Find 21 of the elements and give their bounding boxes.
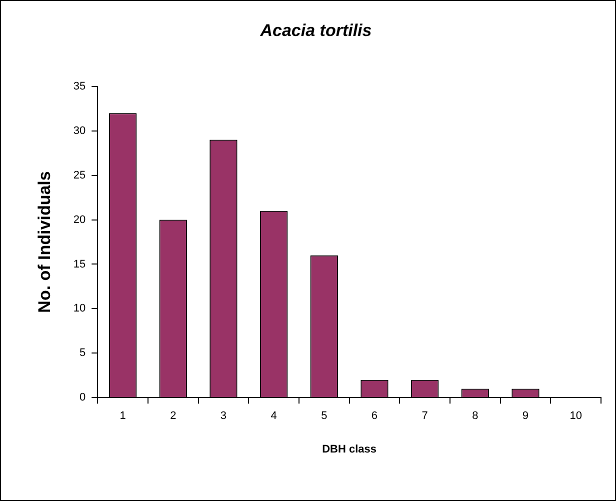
x-tick-label: 2 xyxy=(170,410,176,422)
y-tick-label: 10 xyxy=(73,302,86,315)
x-tick-label: 1 xyxy=(120,410,126,422)
y-tick-label: 25 xyxy=(73,169,86,182)
y-tick-label: 35 xyxy=(73,80,86,92)
x-tick-label: 4 xyxy=(270,410,277,422)
y-tick-label: 15 xyxy=(73,258,86,270)
x-tick-label: 6 xyxy=(371,410,378,422)
x-tick-label: 9 xyxy=(522,410,529,422)
y-tick-label: 20 xyxy=(73,214,86,226)
x-tick-label: 5 xyxy=(321,410,328,422)
chart-title: Acacia tortilis xyxy=(259,20,372,40)
x-tick-label: 8 xyxy=(472,410,478,422)
y-axis-title: No. of Individuals xyxy=(34,171,54,313)
x-tick-label: 3 xyxy=(220,410,227,422)
x-axis-title: DBH class xyxy=(322,443,377,456)
x-tick-label: 7 xyxy=(422,410,428,422)
y-tick-label: 30 xyxy=(73,124,86,137)
y-tick-label: 0 xyxy=(80,392,86,404)
x-tick-label: 10 xyxy=(570,410,582,422)
y-tick-label: 5 xyxy=(80,347,86,360)
